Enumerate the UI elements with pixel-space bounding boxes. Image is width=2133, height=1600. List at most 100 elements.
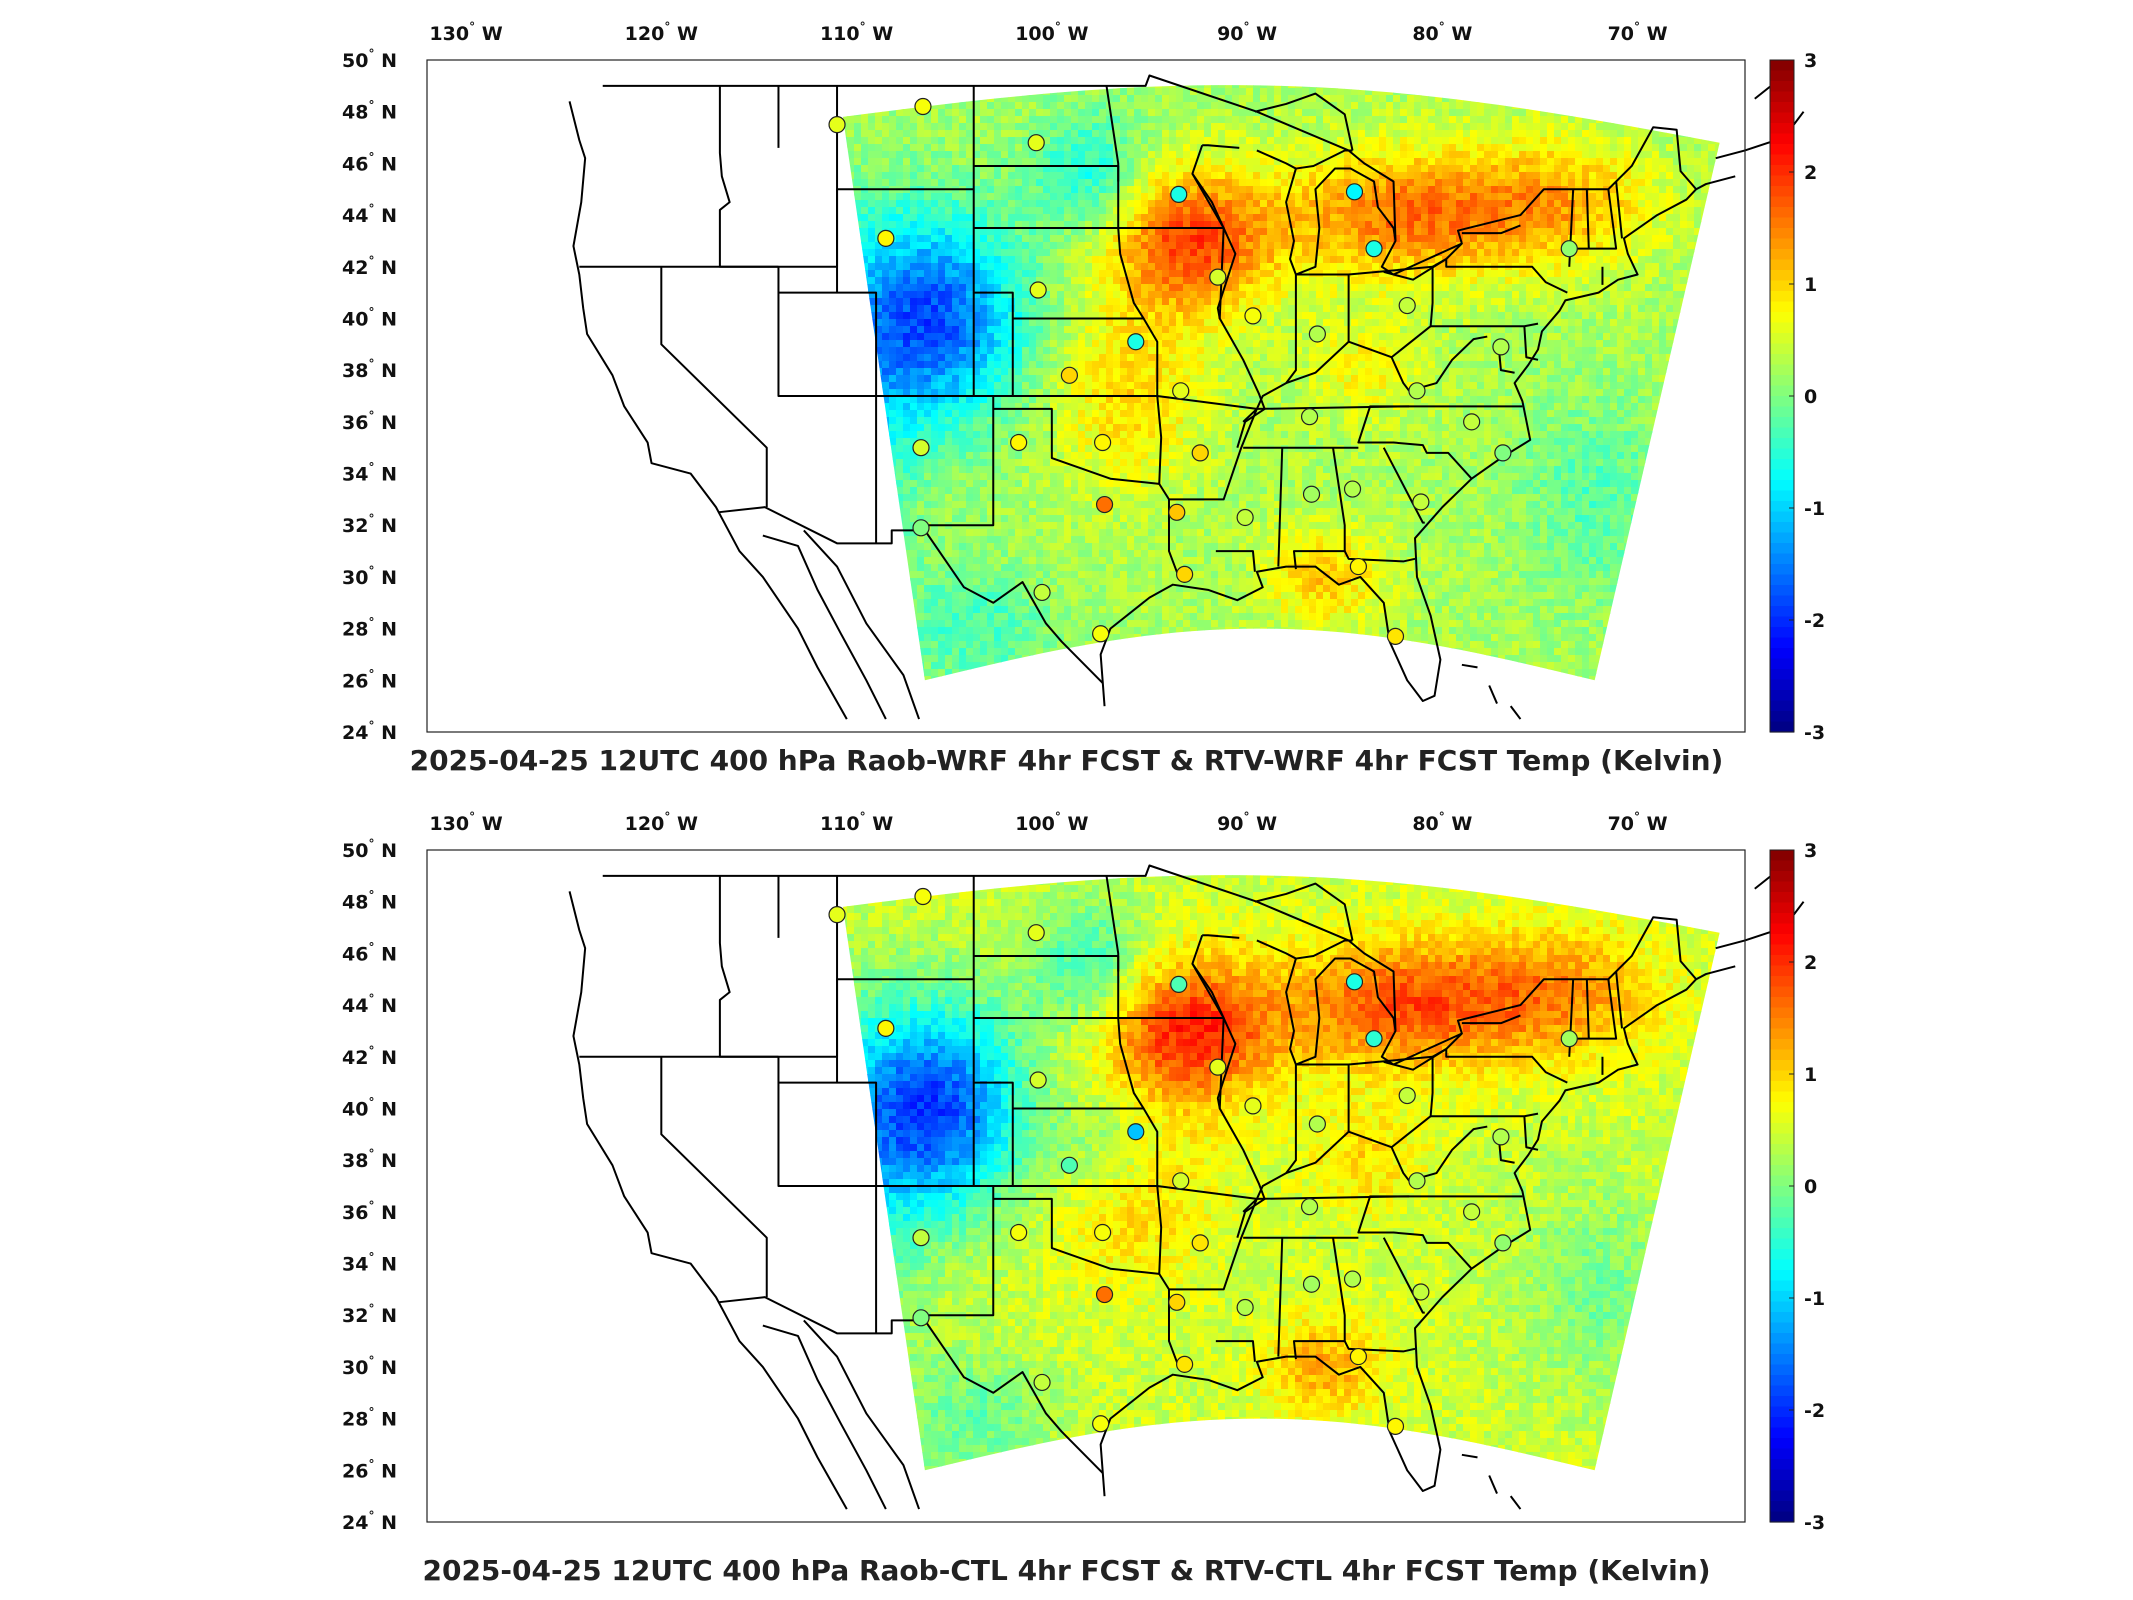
raob-station-marker <box>1060 1156 1079 1174</box>
lat-tick-label: 26° N <box>342 1457 397 1482</box>
raob-station-marker <box>1463 413 1481 431</box>
raob-station-marker <box>1412 493 1430 511</box>
raob-station-marker <box>1033 583 1051 602</box>
lat-tick-label: 44° N <box>342 992 397 1017</box>
lat-tick-label: 28° N <box>342 1406 397 1431</box>
raob-station-marker <box>1093 433 1112 452</box>
colorbar-tick-label: 1 <box>1804 1064 1817 1086</box>
lat-tick-label: 38° N <box>342 1147 397 1172</box>
raob-station-marker <box>1345 183 1364 201</box>
lon-tick-label: 100° W <box>1015 20 1088 45</box>
colorbar-tick-label: -3 <box>1804 1512 1825 1534</box>
raob-station-marker <box>1494 444 1512 462</box>
map-axes-frame <box>426 59 1746 733</box>
lat-tick-label: 50° N <box>342 47 397 72</box>
raob-station-marker <box>1209 268 1227 286</box>
raob-station-marker <box>1408 1172 1426 1190</box>
raob-station-marker <box>1168 1293 1186 1311</box>
lon-tick-label: 90° W <box>1217 20 1277 45</box>
raob-station-marker <box>1209 1058 1227 1076</box>
lon-tick-label: 120° W <box>625 20 698 45</box>
map-panel-bottom: 24° N 26° N 28° N 30° N 32° N 34° N 36° N 38° N… <box>0 790 2133 1600</box>
colorbar-tick-label: 1 <box>1804 274 1817 296</box>
raob-station-marker <box>1029 1071 1047 1089</box>
raob-station-marker <box>1492 1128 1510 1146</box>
colorbar-tick-label: -1 <box>1804 1288 1825 1310</box>
raob-station-marker <box>1345 973 1364 991</box>
raob-station-marker <box>1494 1234 1512 1252</box>
lat-tick-label: 34° N <box>342 1251 397 1276</box>
raob-station-marker <box>1236 508 1254 527</box>
raob-station-marker <box>1308 325 1326 343</box>
colorbar-tick-label: -1 <box>1804 498 1825 520</box>
raob-station-marker <box>1365 240 1383 258</box>
raob-station-marker <box>1386 1417 1405 1435</box>
raob-station-marker <box>1463 1203 1481 1221</box>
raob-station-marker <box>1172 382 1190 400</box>
coastlines-and-borders <box>568 864 1805 1510</box>
colorbar-tick-label: 2 <box>1804 952 1817 974</box>
coastlines-and-borders <box>568 74 1805 720</box>
raob-station-marker <box>1300 1198 1319 1216</box>
lat-tick-label: 30° N <box>342 564 397 589</box>
raob-station-marker <box>912 439 930 457</box>
raob-station-marker <box>1170 185 1188 203</box>
raob-station-marker <box>1349 557 1367 576</box>
lon-tick-label: 110° W <box>820 810 893 835</box>
raob-station-marker <box>1027 134 1045 152</box>
raob-station-marker <box>1127 333 1145 351</box>
raob-station-marker <box>1127 1123 1145 1141</box>
raob-station-marker <box>1092 1415 1110 1433</box>
lon-tick-label: 80° W <box>1412 20 1472 45</box>
raob-station-marker <box>1172 1172 1190 1190</box>
lat-tick-label: 46° N <box>342 150 397 175</box>
lon-tick-label: 120° W <box>625 810 698 835</box>
raob-station-marker <box>912 1309 930 1327</box>
lat-tick-label: 48° N <box>342 889 397 914</box>
lat-tick-label: 40° N <box>342 1095 397 1120</box>
raob-station-marker <box>1492 338 1510 356</box>
lat-tick-label: 32° N <box>342 512 397 537</box>
map-title-top: 2025-04-25 12UTC 400 hPa Raob-WRF 4hr FC… <box>0 744 2133 777</box>
raob-station-marker <box>1191 444 1209 462</box>
lat-tick-label: 36° N <box>342 409 397 434</box>
lat-tick-label: 48° N <box>342 99 397 124</box>
raob-station-marker <box>1560 1030 1578 1048</box>
raob-station-marker <box>1302 485 1321 503</box>
colorbar-tick-label: 3 <box>1804 840 1817 862</box>
lat-tick-label: 46° N <box>342 940 397 965</box>
raob-station-marker <box>877 229 895 247</box>
lon-tick-label: 110° W <box>820 20 893 45</box>
raob-station-marker <box>1029 281 1047 299</box>
raob-station-marker <box>1176 565 1194 583</box>
raob-station-marker <box>1244 307 1262 325</box>
raob-station-marker <box>1236 1298 1254 1317</box>
raob-station-marker <box>1060 366 1079 384</box>
raob-station-marker <box>1176 1355 1194 1373</box>
raob-station-marker <box>1244 1097 1262 1115</box>
colorbar-tick-label: 3 <box>1804 50 1817 72</box>
raob-station-marker <box>1365 1030 1383 1048</box>
map-panel-top: 24° N 26° N 28° N 30° N 32° N 34° N 36° N 38° N… <box>0 20 2133 777</box>
lon-tick-label: 130° W <box>429 810 502 835</box>
raob-station-marker <box>1560 240 1578 258</box>
colorbar-tick-label: -3 <box>1804 722 1825 744</box>
raob-station-marker <box>1343 1270 1362 1288</box>
map-axes-frame <box>426 849 1746 1523</box>
lon-tick-label: 130° W <box>429 20 502 45</box>
lon-tick-label: 100° W <box>1015 810 1088 835</box>
raob-station-marker <box>1349 1347 1367 1366</box>
map-figure-bottom: 24° N 26° N 28° N 30° N 32° N 34° N 36° N 38° N… <box>342 810 1825 1534</box>
raob-station-marker <box>1302 1275 1321 1293</box>
lat-tick-label: 24° N <box>342 1509 397 1534</box>
colorbar: 3 2 1 0 -1 -2 -3 <box>1769 840 1825 1534</box>
raob-station-marker <box>828 116 846 134</box>
lat-tick-label: 44° N <box>342 202 397 227</box>
raob-station-marker <box>1191 1234 1209 1252</box>
raob-station-marker <box>914 887 932 906</box>
colorbar-tick-label: 2 <box>1804 162 1817 184</box>
lon-tick-label: 80° W <box>1412 810 1472 835</box>
raob-station-marker <box>1308 1115 1326 1133</box>
raob-station-marker <box>1398 1086 1416 1105</box>
raob-station-marker <box>1398 296 1416 315</box>
